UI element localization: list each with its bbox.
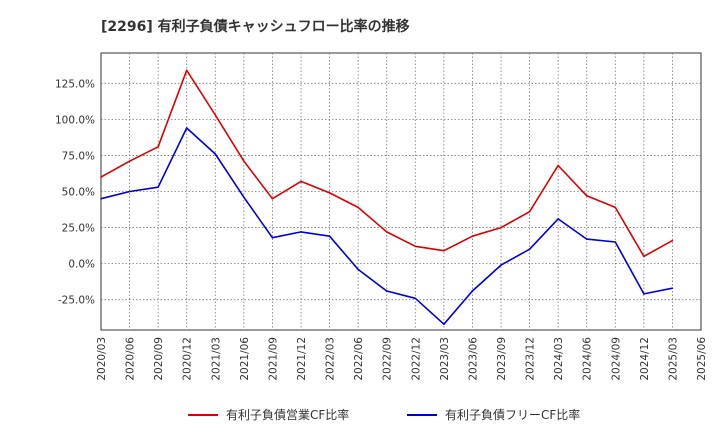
x-tick-label: 2020/06	[125, 337, 137, 381]
x-tick-label: 2023/06	[467, 337, 479, 381]
series-2-point	[500, 264, 502, 266]
series-1-point	[671, 239, 674, 242]
series-2-point	[357, 268, 359, 271]
x-axis-ticks: 2020/03 2020/06 2020/09 2020/12 2021/03 2021/…	[96, 337, 708, 381]
series-1-point	[271, 197, 274, 200]
x-tick-label: 2025/03	[667, 337, 679, 381]
series-2-point	[243, 196, 245, 199]
series-2-point	[585, 238, 588, 240]
series-1-point	[300, 180, 302, 183]
series-2-point	[185, 127, 188, 129]
series-1-point	[357, 206, 359, 209]
series-2-point	[643, 293, 645, 295]
x-tick-label: 2021/06	[239, 337, 251, 381]
series-1-point	[328, 192, 331, 194]
series-2-point	[414, 297, 417, 300]
series-2-point	[385, 290, 388, 292]
series-1-point	[614, 206, 617, 209]
series-1-point	[585, 195, 588, 197]
plot-area	[100, 52, 702, 331]
x-tick-label: 2024/03	[553, 337, 565, 381]
x-tick-label: 2023/09	[496, 337, 508, 381]
series-2-point	[557, 218, 559, 220]
x-tick-label: 2023/03	[439, 337, 451, 381]
y-tick-label: 50.0%	[62, 187, 95, 199]
x-tick-label: 2024/09	[610, 337, 622, 381]
series-1-point	[243, 160, 245, 162]
series-1-point	[157, 146, 159, 148]
series-2-point	[214, 153, 217, 155]
y-tick-label: 0.0%	[68, 259, 95, 271]
series-2-point	[271, 236, 274, 239]
series-2-point	[128, 190, 131, 193]
series-2-point	[100, 197, 102, 200]
series-1-point	[500, 226, 502, 229]
y-axis-ticks: -25.0% 0.0% 25.0% 50.0% 75.0% 100.0% 125.0%	[55, 78, 95, 306]
x-tick-label: 2022/03	[325, 337, 337, 381]
x-tick-label: 2021/03	[210, 337, 222, 381]
chart-title: [2296] 有利子負債キャッシュフロー比率の推移	[101, 19, 410, 35]
y-tick-label: 25.0%	[62, 223, 95, 235]
x-tick-label: 2022/09	[382, 337, 394, 381]
x-tick-label: 2022/06	[353, 337, 365, 381]
series-1-point	[643, 255, 645, 258]
legend-label-2: 有利子負債フリーCF比率	[445, 407, 580, 422]
x-tick-label: 2020/03	[96, 337, 108, 381]
series-lines	[100, 69, 674, 326]
legend-label-1: 有利子負債営業CF比率	[226, 407, 349, 422]
x-tick-label: 2023/12	[525, 337, 537, 381]
series-1-point	[557, 164, 559, 167]
series-2-point	[328, 235, 331, 237]
x-tick-label: 2020/12	[182, 337, 194, 381]
series-1-point	[385, 231, 388, 233]
x-tick-label: 2024/06	[582, 337, 594, 381]
series-2-point	[671, 287, 674, 290]
x-tick-label: 2020/09	[153, 337, 165, 381]
series-2-point	[471, 290, 474, 292]
legend: 有利子負債営業CF比率 有利子負債フリーCF比率	[188, 407, 580, 422]
series-2-point	[614, 241, 617, 243]
series-1-point	[528, 210, 531, 213]
series-1-point	[128, 160, 131, 162]
x-tick-label: 2024/12	[639, 337, 651, 381]
series-1-point	[414, 245, 417, 248]
grid	[101, 53, 701, 330]
series-2-point	[157, 186, 159, 188]
series-1-point	[443, 249, 445, 252]
series-2-point	[300, 231, 302, 233]
y-tick-label: -25.0%	[58, 295, 95, 307]
y-tick-label: 125.0%	[55, 78, 95, 90]
x-tick-label: 2025/06	[696, 337, 708, 381]
series-2-point	[528, 248, 531, 250]
x-tick-label: 2021/09	[267, 337, 279, 381]
series-1-point	[471, 235, 474, 237]
y-tick-label: 75.0%	[62, 150, 95, 162]
series-1-point	[185, 69, 188, 72]
x-tick-label: 2021/12	[296, 337, 308, 381]
series-1-point	[214, 114, 217, 116]
y-tick-label: 100.0%	[55, 114, 95, 126]
series-1-point	[100, 176, 102, 178]
series-2-point	[443, 323, 445, 326]
x-tick-label: 2022/12	[410, 337, 422, 381]
